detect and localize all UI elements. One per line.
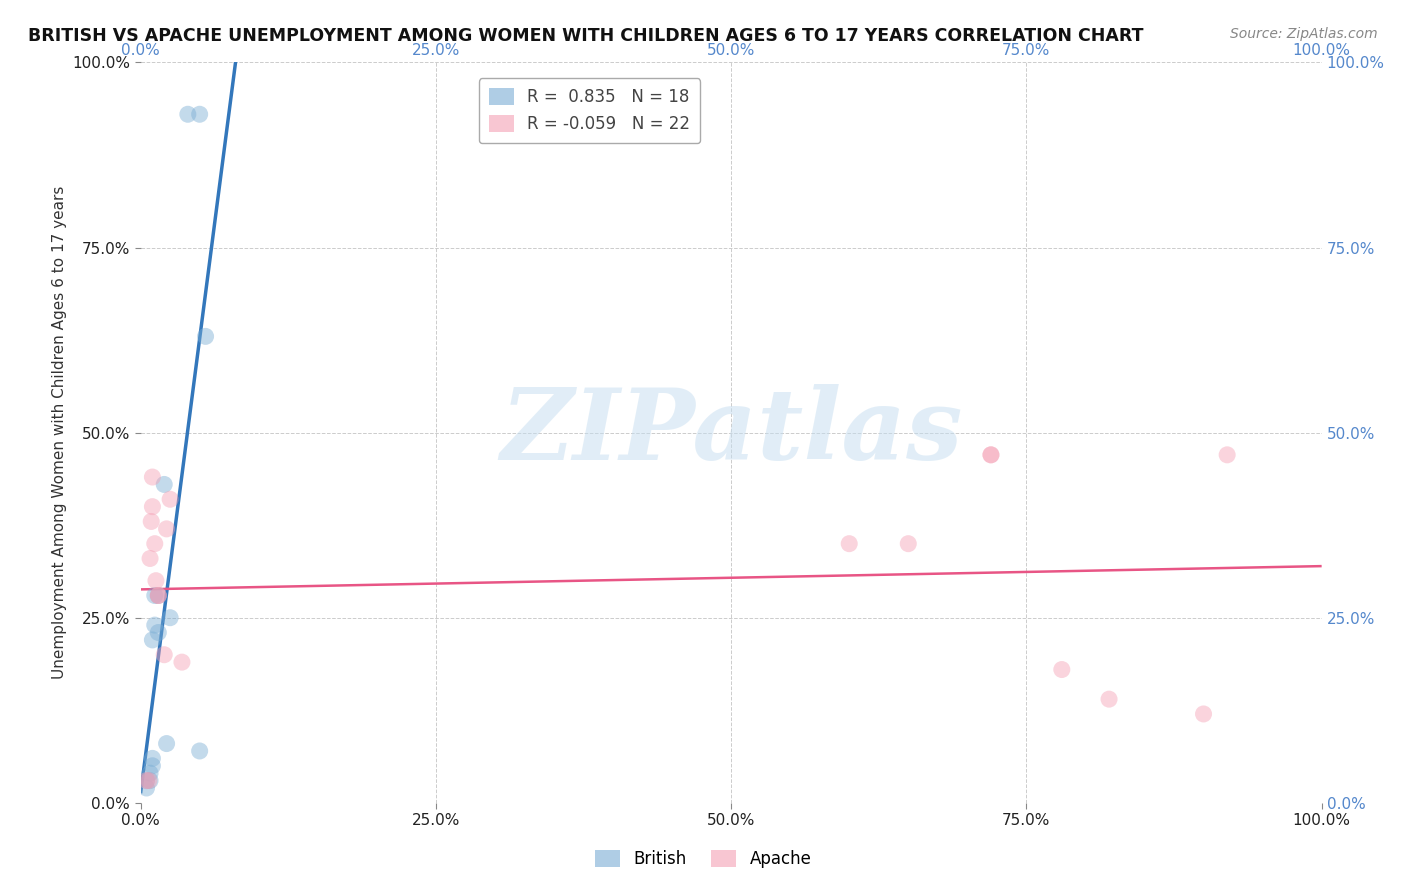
Point bbox=[141, 470, 163, 484]
Point bbox=[194, 329, 217, 343]
Point bbox=[159, 611, 181, 625]
Point bbox=[838, 537, 860, 551]
Point bbox=[155, 737, 177, 751]
Point bbox=[143, 618, 166, 632]
Point bbox=[143, 537, 166, 551]
Point bbox=[145, 574, 167, 588]
Point bbox=[135, 773, 157, 788]
Point bbox=[1192, 706, 1215, 721]
Legend: R =  0.835   N = 18, R = -0.059   N = 22: R = 0.835 N = 18, R = -0.059 N = 22 bbox=[478, 78, 700, 143]
Point bbox=[141, 632, 163, 647]
Point bbox=[148, 589, 170, 603]
Point bbox=[138, 773, 160, 788]
Point bbox=[143, 589, 166, 603]
Point bbox=[153, 477, 176, 491]
Point bbox=[135, 773, 157, 788]
Point bbox=[139, 766, 162, 780]
Point bbox=[1050, 663, 1073, 677]
Text: ZIPatlas: ZIPatlas bbox=[501, 384, 962, 481]
Text: Source: ZipAtlas.com: Source: ZipAtlas.com bbox=[1230, 27, 1378, 41]
Point bbox=[188, 107, 211, 121]
Y-axis label: Unemployment Among Women with Children Ages 6 to 17 years: Unemployment Among Women with Children A… bbox=[52, 186, 66, 680]
Text: BRITISH VS APACHE UNEMPLOYMENT AMONG WOMEN WITH CHILDREN AGES 6 TO 17 YEARS CORR: BRITISH VS APACHE UNEMPLOYMENT AMONG WOM… bbox=[28, 27, 1143, 45]
Point bbox=[153, 648, 176, 662]
Point bbox=[155, 522, 177, 536]
Point bbox=[159, 492, 181, 507]
Point bbox=[1098, 692, 1121, 706]
Point bbox=[980, 448, 1002, 462]
Point bbox=[980, 448, 1002, 462]
Point bbox=[1216, 448, 1239, 462]
Point bbox=[148, 589, 170, 603]
Point bbox=[141, 751, 163, 765]
Point bbox=[148, 589, 170, 603]
Point bbox=[141, 515, 163, 529]
Point bbox=[170, 655, 193, 669]
Point bbox=[139, 551, 162, 566]
Point bbox=[139, 773, 162, 788]
Point bbox=[177, 107, 200, 121]
Legend: British, Apache: British, Apache bbox=[588, 843, 818, 875]
Point bbox=[897, 537, 920, 551]
Point bbox=[135, 780, 157, 795]
Point bbox=[141, 500, 163, 514]
Point bbox=[148, 625, 170, 640]
Point bbox=[141, 758, 163, 772]
Point bbox=[188, 744, 211, 758]
